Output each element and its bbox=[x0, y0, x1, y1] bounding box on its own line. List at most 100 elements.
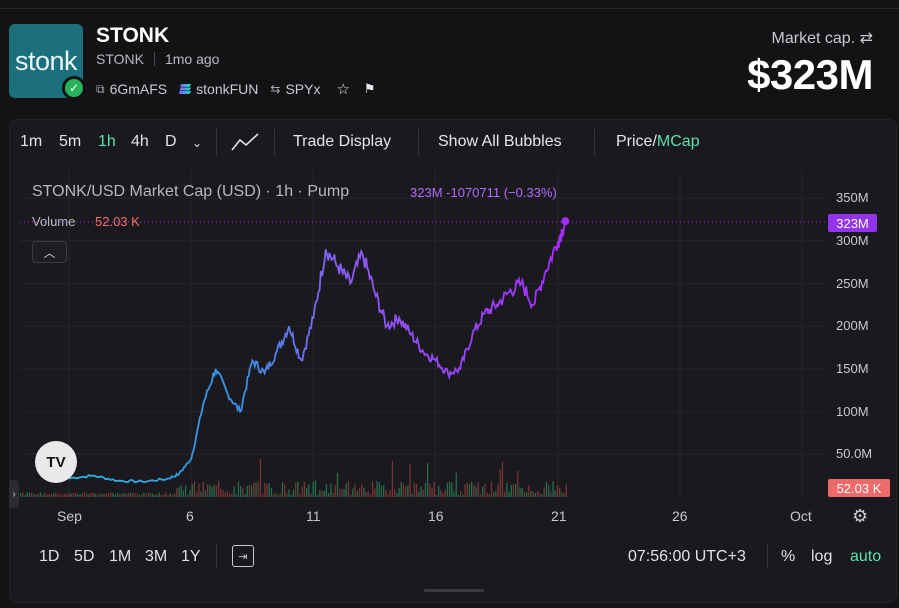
volume-bar bbox=[341, 488, 343, 497]
pair-link[interactable]: ⇆ SPYx bbox=[270, 81, 321, 97]
log-scale-toggle[interactable]: log bbox=[811, 548, 833, 565]
volume-bar bbox=[86, 493, 88, 497]
volume-bar bbox=[530, 491, 532, 497]
tradingview-logo-icon[interactable]: TV bbox=[35, 441, 77, 483]
volume-bar bbox=[484, 483, 486, 497]
volume-bar bbox=[405, 486, 407, 497]
y-tick-label: 150M bbox=[836, 360, 869, 376]
volume-bar bbox=[185, 485, 187, 497]
volume-bar bbox=[68, 492, 70, 497]
volume-bar bbox=[554, 490, 556, 497]
toolbar-separator bbox=[594, 129, 595, 156]
volume-bar bbox=[451, 482, 453, 497]
timeframe-4h[interactable]: 4h bbox=[131, 133, 149, 150]
volume-bar bbox=[255, 482, 257, 497]
volume-bar bbox=[57, 494, 59, 497]
y-tick-label: 350M bbox=[836, 190, 869, 206]
volume-bar bbox=[152, 493, 154, 497]
creator-link[interactable]: stonkFUN bbox=[179, 81, 258, 97]
timeframe-d[interactable]: D bbox=[165, 133, 177, 150]
x-tick-label: 16 bbox=[428, 508, 444, 524]
toolbar-separator bbox=[274, 129, 275, 156]
volume-bar bbox=[471, 481, 473, 497]
range-1y[interactable]: 1Y bbox=[181, 548, 201, 565]
timeframe-1h[interactable]: 1h bbox=[98, 133, 116, 150]
volume-bar bbox=[528, 485, 530, 497]
resize-handle[interactable] bbox=[424, 589, 484, 592]
y-tick-label: 200M bbox=[836, 318, 869, 334]
market-cap-line bbox=[68, 221, 567, 484]
timeframe-1m[interactable]: 1m bbox=[20, 133, 43, 150]
volume-bar bbox=[174, 493, 176, 497]
volume-bar bbox=[237, 481, 240, 497]
timeframe-chevron-down-icon[interactable]: ⌄ bbox=[192, 136, 203, 150]
volume-bar bbox=[248, 485, 251, 497]
range-5d[interactable]: 5D bbox=[74, 548, 95, 565]
volume-bar bbox=[385, 490, 387, 497]
chart-settings-icon[interactable]: ⚙ bbox=[852, 506, 869, 526]
volume-bar bbox=[99, 494, 101, 497]
volume-bar bbox=[429, 483, 431, 497]
volume-bar bbox=[468, 483, 471, 497]
volume-bar bbox=[35, 494, 37, 497]
volume-bar bbox=[512, 484, 515, 497]
volume-bar bbox=[94, 493, 97, 497]
favorite-star-icon[interactable]: ☆ bbox=[336, 81, 350, 98]
volume-bar bbox=[165, 492, 167, 497]
report-flag-icon[interactable]: ⚑ bbox=[363, 81, 376, 96]
volume-bar bbox=[66, 493, 68, 497]
chart-title: STONK/USD Market Cap (USD) · 1h · Pump bbox=[32, 183, 350, 200]
volume-bar bbox=[374, 488, 376, 497]
volume-bar bbox=[372, 481, 374, 497]
date-range-calendar-icon[interactable]: ⇥ bbox=[232, 545, 254, 567]
volume-bar bbox=[299, 494, 301, 497]
volume-bar bbox=[391, 460, 394, 497]
volume-bar bbox=[270, 488, 273, 497]
volume-bar bbox=[292, 490, 295, 497]
volume-bar bbox=[257, 481, 259, 497]
x-tick-label: 6 bbox=[186, 508, 194, 524]
x-tick-label: 26 bbox=[672, 508, 688, 524]
volume-bar bbox=[90, 493, 92, 497]
volume-bar bbox=[284, 484, 286, 497]
volume-bar bbox=[160, 495, 163, 497]
range-1d[interactable]: 1D bbox=[39, 548, 60, 565]
range-1m[interactable]: 1M bbox=[109, 548, 132, 565]
trade-display-button[interactable]: Trade Display bbox=[293, 133, 392, 150]
volume-bar bbox=[101, 493, 103, 497]
show-all-bubbles-button[interactable]: Show All Bubbles bbox=[438, 133, 562, 150]
volume-bar bbox=[312, 482, 314, 497]
volume-bar bbox=[416, 484, 418, 497]
volume-bar bbox=[28, 492, 31, 497]
auto-scale-toggle[interactable]: auto bbox=[850, 548, 882, 565]
price-mcap-toggle[interactable]: Price/MCap bbox=[616, 133, 700, 150]
volume-bar bbox=[92, 493, 94, 497]
volume-bar bbox=[64, 494, 66, 497]
range-3m[interactable]: 3M bbox=[145, 548, 168, 565]
volume-bar bbox=[559, 487, 561, 497]
volume-bar bbox=[501, 461, 504, 497]
volume-bar bbox=[427, 463, 429, 497]
volume-bar bbox=[132, 493, 134, 497]
volume-bars bbox=[20, 458, 567, 497]
collapse-legend-button[interactable]: ︿ bbox=[32, 241, 67, 263]
volume-bar bbox=[33, 494, 35, 497]
volume-bar bbox=[537, 491, 539, 497]
line-chart-type-icon[interactable] bbox=[230, 131, 260, 153]
address-link[interactable]: ⧉ 6GmAFS bbox=[96, 81, 168, 97]
percent-scale-toggle[interactable]: % bbox=[781, 548, 796, 565]
volume-bar bbox=[50, 494, 53, 497]
volume-bar bbox=[273, 493, 275, 497]
volume-bar bbox=[295, 482, 297, 497]
volume-value: 52.03 K bbox=[95, 214, 140, 229]
volume-bar bbox=[449, 481, 451, 497]
volume-bar bbox=[523, 491, 526, 497]
expand-left-icon[interactable]: › bbox=[9, 480, 19, 508]
market-cap-label[interactable]: Market cap. ⇄ bbox=[771, 30, 873, 47]
clock-timezone[interactable]: 07:56:00 UTC+3 bbox=[628, 548, 746, 565]
toggle-swap-icon[interactable]: ⇄ bbox=[859, 30, 873, 47]
volume-bar bbox=[550, 491, 552, 497]
volume-bar bbox=[389, 490, 391, 497]
timeframe-5m[interactable]: 5m bbox=[59, 133, 82, 150]
